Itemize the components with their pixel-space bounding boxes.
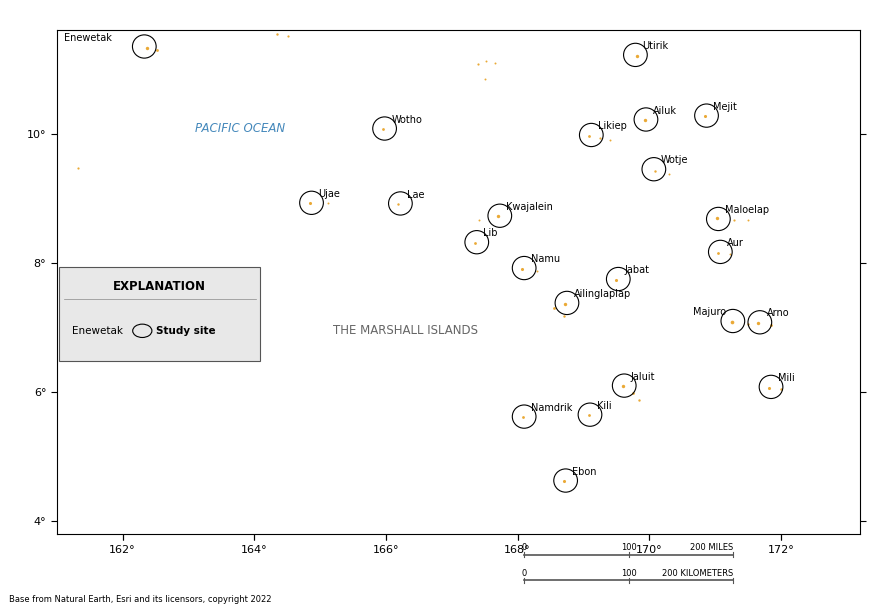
Point [741, 319, 755, 328]
Point [602, 135, 616, 144]
Text: Maloelap: Maloelap [725, 205, 769, 215]
Point [516, 412, 530, 421]
Point [140, 43, 154, 53]
Text: Wotho: Wotho [391, 115, 422, 124]
Point [487, 58, 501, 67]
Point [632, 396, 646, 405]
Text: Lib: Lib [484, 228, 498, 239]
Point [630, 50, 644, 60]
Point [637, 115, 651, 125]
Point [616, 381, 630, 391]
Point [281, 31, 295, 41]
Point [515, 264, 529, 274]
Text: PACIFIC OCEAN: PACIFIC OCEAN [195, 122, 285, 135]
Point [609, 275, 623, 285]
Point [479, 56, 493, 66]
Text: 200 KILOMETERS: 200 KILOMETERS [662, 569, 733, 578]
Point [271, 29, 285, 38]
Point [557, 311, 571, 320]
Point [741, 215, 755, 225]
Text: Jaluit: Jaluit [631, 371, 656, 382]
Point [546, 304, 560, 313]
Text: Wotje: Wotje [661, 155, 688, 165]
Text: Enewetak: Enewetak [72, 326, 123, 336]
Point [774, 385, 788, 395]
Point [491, 211, 505, 221]
Text: Lae: Lae [407, 189, 424, 200]
Point [662, 169, 676, 179]
Text: Ailuk: Ailuk [652, 106, 677, 115]
Text: Arno: Arno [766, 308, 789, 319]
Text: Ebon: Ebon [572, 467, 597, 476]
Point [648, 166, 662, 176]
Text: Ujae: Ujae [318, 189, 340, 199]
Text: Aur: Aur [727, 238, 744, 248]
Point [725, 317, 739, 327]
Text: Kwajalein: Kwajalein [506, 202, 553, 212]
Text: Mili: Mili [778, 373, 794, 383]
Point [762, 382, 776, 392]
Point [472, 215, 486, 225]
Point [468, 238, 482, 248]
Point [375, 124, 389, 134]
Point [710, 214, 724, 223]
Text: 100: 100 [621, 543, 636, 552]
Text: Namu: Namu [531, 254, 560, 264]
Point [593, 133, 607, 143]
Point [530, 266, 544, 276]
Text: 0: 0 [521, 543, 526, 552]
Point [626, 388, 640, 398]
Text: EXPLANATION: EXPLANATION [113, 280, 206, 293]
Point [478, 74, 491, 84]
Text: Kili: Kili [596, 401, 611, 411]
Text: Likiep: Likiep [598, 121, 627, 131]
Text: Namdrik: Namdrik [531, 402, 572, 413]
Text: Mejit: Mejit [713, 102, 737, 112]
Point [581, 410, 595, 420]
Text: Base from Natural Earth, Esri and its licensors, copyright 2022: Base from Natural Earth, Esri and its li… [9, 595, 272, 604]
Point [558, 299, 572, 308]
Text: Utirik: Utirik [642, 41, 668, 51]
Point [303, 198, 317, 208]
Point [321, 198, 335, 208]
Point [150, 45, 164, 55]
Point [726, 215, 740, 225]
Text: Study site: Study site [156, 326, 216, 336]
Point [751, 318, 765, 328]
Text: Enewetak: Enewetak [64, 33, 112, 42]
Point [471, 59, 485, 69]
Text: Ailinglaplap: Ailinglaplap [574, 289, 631, 299]
Point [711, 248, 725, 257]
Text: Jabat: Jabat [625, 265, 650, 275]
Point [764, 320, 778, 330]
Point [72, 163, 86, 173]
Point [581, 131, 595, 140]
Point [723, 249, 737, 259]
Text: THE MARSHALL ISLANDS: THE MARSHALL ISLANDS [333, 324, 478, 337]
Point [391, 199, 405, 209]
Text: 200 MILES: 200 MILES [690, 543, 733, 552]
Point [557, 476, 571, 486]
Text: 100: 100 [621, 569, 636, 578]
Point [698, 112, 711, 121]
Text: 0: 0 [521, 569, 526, 578]
Text: Majuro: Majuro [693, 307, 726, 317]
